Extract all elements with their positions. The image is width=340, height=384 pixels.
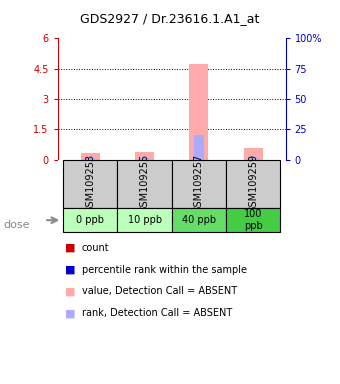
Text: GSM109253: GSM109253: [85, 154, 95, 214]
Text: ■: ■: [65, 243, 75, 253]
Bar: [63, 208, 117, 232]
Text: 100
ppb: 100 ppb: [244, 209, 262, 231]
Text: 10 ppb: 10 ppb: [128, 215, 162, 225]
Text: GDS2927 / Dr.23616.1.A1_at: GDS2927 / Dr.23616.1.A1_at: [80, 12, 260, 25]
Bar: [226, 160, 280, 208]
Text: 40 ppb: 40 ppb: [182, 215, 216, 225]
Text: ■: ■: [65, 308, 75, 318]
Bar: [81, 152, 100, 160]
Bar: [172, 208, 226, 232]
Bar: [63, 160, 117, 208]
Text: ■: ■: [65, 265, 75, 275]
Text: count: count: [82, 243, 109, 253]
Text: ■: ■: [65, 286, 75, 296]
Bar: [226, 208, 280, 232]
Bar: [117, 208, 172, 232]
Bar: [135, 152, 154, 160]
Bar: [172, 160, 226, 208]
Bar: [140, 158, 149, 160]
Bar: [189, 64, 208, 160]
Bar: [243, 149, 262, 160]
Text: GSM109259: GSM109259: [248, 154, 258, 214]
Text: GSM109257: GSM109257: [194, 154, 204, 214]
Bar: [248, 157, 258, 160]
Bar: [86, 158, 95, 160]
Text: rank, Detection Call = ABSENT: rank, Detection Call = ABSENT: [82, 308, 232, 318]
Text: percentile rank within the sample: percentile rank within the sample: [82, 265, 246, 275]
Bar: [117, 160, 172, 208]
Text: 0 ppb: 0 ppb: [76, 215, 104, 225]
Text: value, Detection Call = ABSENT: value, Detection Call = ABSENT: [82, 286, 237, 296]
Text: dose: dose: [3, 220, 30, 230]
Text: GSM109255: GSM109255: [140, 154, 150, 214]
Bar: [194, 135, 204, 160]
